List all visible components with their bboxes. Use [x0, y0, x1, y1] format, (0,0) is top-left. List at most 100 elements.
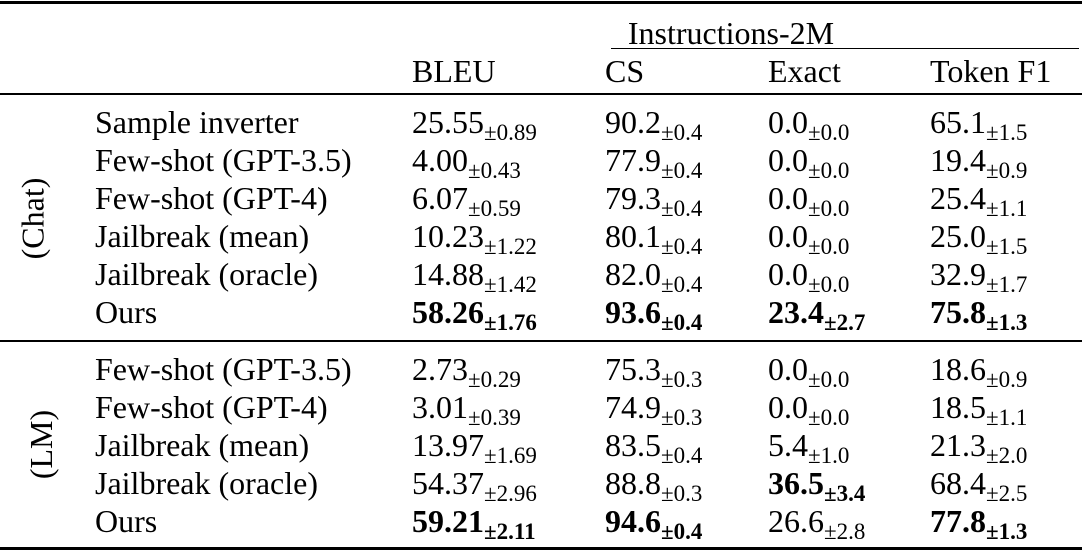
table-cell: 93.6±0.4	[605, 294, 702, 334]
cell-value: 26.6	[768, 503, 824, 539]
row-label: Few-shot (GPT-3.5)	[95, 351, 352, 387]
cell-value: 21.3	[930, 427, 986, 463]
cell-value: 0.0	[768, 351, 808, 387]
row-label: Few-shot (GPT-3.5)	[95, 142, 352, 178]
table-cell: 79.3±0.4	[605, 180, 702, 220]
column-header-token-f1: Token F1	[930, 53, 1052, 89]
table-cell: 75.8±1.3	[930, 294, 1027, 334]
cell-value: 68.4	[930, 465, 986, 501]
row-label: Ours	[95, 503, 158, 539]
row-label: Few-shot (GPT-4)	[95, 180, 328, 216]
table-cell: 77.9±0.4	[605, 142, 702, 182]
cell-error: ±1.3	[986, 310, 1028, 335]
cell-value: 88.8	[605, 465, 661, 501]
cell-error: ±0.89	[484, 120, 537, 145]
cell-value: 18.5	[930, 389, 986, 425]
cell-error: ±2.11	[484, 519, 536, 544]
table-cell: 36.5±3.4	[768, 465, 865, 505]
row-label: Jailbreak (mean)	[95, 218, 310, 254]
cell-value: 94.6	[605, 503, 661, 539]
table-cell: 18.5±1.1	[930, 389, 1027, 429]
table-cell: 68.4±2.5	[930, 465, 1027, 505]
table-cell: 5.4±1.0	[768, 429, 849, 467]
section-label-lm: (LM)	[23, 409, 60, 480]
cell-error: ±2.8	[824, 519, 866, 544]
row-label: Jailbreak (oracle)	[95, 465, 318, 501]
table-cell: 0.0±0.0	[768, 218, 849, 258]
cell-error: ±0.0	[808, 196, 850, 221]
table-cell: 80.1±0.4	[605, 218, 702, 258]
cell-value: 75.8	[930, 294, 986, 330]
table-cell: 0.0±0.0	[768, 351, 849, 391]
cell-error: ±0.9	[986, 158, 1028, 183]
cell-value: 23.4	[768, 294, 824, 330]
cell-error: ±2.5	[986, 481, 1028, 506]
row-label: Few-shot (GPT-4)	[95, 389, 328, 425]
cell-value: 25.4	[930, 180, 986, 216]
cell-error: ±0.4	[661, 234, 703, 259]
table-cell: 26.6±2.8	[768, 503, 865, 543]
cell-error: ±0.4	[661, 158, 703, 183]
cell-value: 32.9	[930, 256, 986, 292]
cell-value: 36.5	[768, 465, 824, 501]
table-cell: 0.0±0.0	[768, 144, 849, 182]
table-cell: 32.9±1.7	[930, 256, 1027, 296]
cell-error: ±0.0	[808, 158, 850, 183]
row-label: Jailbreak (oracle)	[95, 256, 318, 292]
cell-error: ±1.22	[484, 234, 537, 259]
cell-error: ±3.4	[824, 481, 866, 506]
cell-error: ±0.43	[468, 158, 521, 183]
cell-error: ±0.0	[808, 367, 850, 392]
cell-error: ±1.5	[986, 120, 1028, 145]
cell-value: 0.0	[768, 389, 808, 425]
cell-value: 58.26	[412, 294, 484, 330]
table-cell: 0.0±0.0	[768, 389, 849, 429]
cell-error: ±0.3	[661, 481, 703, 506]
cell-value: 14.88	[412, 256, 484, 292]
row-label: Jailbreak (mean)	[95, 427, 310, 463]
cell-error: ±0.0	[808, 405, 850, 430]
cell-value: 93.6	[605, 294, 661, 330]
header-rule	[0, 93, 1082, 95]
cell-error: ±1.69	[484, 443, 537, 468]
cell-value: 80.1	[605, 218, 661, 254]
cell-value: 0.0	[768, 104, 808, 140]
table-cell: 10.23±1.22	[412, 220, 537, 258]
cell-error: ±1.1	[986, 196, 1028, 221]
cell-value: 75.3	[605, 351, 661, 387]
cell-error: ±1.5	[986, 234, 1028, 259]
table-cell: 25.4±1.1	[930, 180, 1027, 220]
cell-error: ±0.0	[808, 234, 850, 259]
cell-value: 54.37	[412, 465, 484, 501]
table-cell: 59.21±2.11	[412, 503, 536, 543]
cell-error: ±0.4	[661, 443, 703, 468]
cell-error: ±1.42	[484, 272, 537, 297]
cell-error: ±0.4	[661, 310, 703, 335]
table-cell: 4.00±0.43	[412, 144, 521, 182]
cell-error: ±1.0	[808, 443, 850, 468]
cell-error: ±0.59	[468, 196, 521, 221]
table-cell: 0.0±0.0	[768, 104, 849, 144]
cell-value: 79.3	[605, 180, 661, 216]
bottom-rule	[0, 547, 1082, 550]
cell-error: ±0.4	[661, 120, 703, 145]
cell-value: 59.21	[412, 503, 484, 539]
cell-value: 25.55	[412, 104, 484, 140]
cell-value: 0.0	[768, 256, 808, 292]
row-label: Ours	[95, 294, 158, 330]
table-cell: 6.07±0.59	[412, 182, 521, 220]
cell-error: ±1.1	[986, 405, 1028, 430]
cell-value: 18.6	[930, 351, 986, 387]
cell-value: 25.0	[930, 218, 986, 254]
cell-value: 0.0	[768, 218, 808, 254]
table-cell: 14.88±1.42	[412, 256, 537, 296]
column-header-cs: CS	[605, 53, 645, 89]
cell-error: ±2.7	[824, 310, 866, 335]
table-cell: 58.26±1.76	[412, 294, 537, 334]
group-header: Instructions-2M	[627, 15, 835, 51]
table-cell: 19.4±0.9	[930, 144, 1027, 182]
cell-value: 65.1	[930, 104, 986, 140]
table-cell: 21.3±2.0	[930, 427, 1027, 467]
cell-value: 77.9	[605, 142, 661, 178]
section-label-chat: (Chat)	[14, 177, 51, 260]
